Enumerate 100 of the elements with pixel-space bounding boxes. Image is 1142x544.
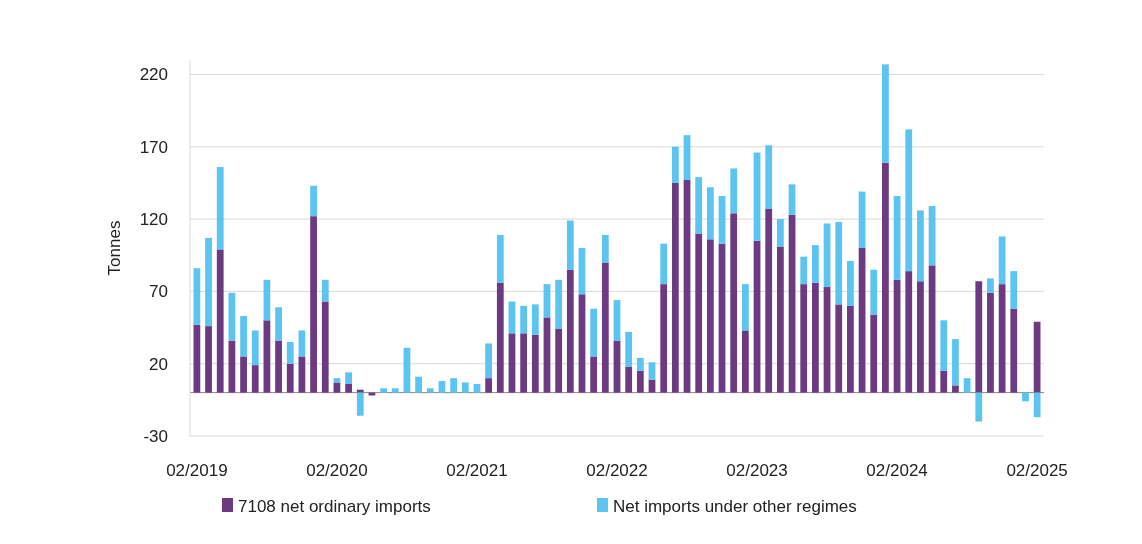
bar bbox=[671, 182, 679, 393]
bar bbox=[648, 362, 656, 380]
y-tick-label: 170 bbox=[139, 137, 168, 157]
bar bbox=[788, 184, 796, 215]
x-tick-label: 02/2022 bbox=[586, 461, 648, 480]
bar bbox=[601, 234, 609, 263]
bar bbox=[706, 239, 714, 393]
bar bbox=[730, 168, 738, 214]
bar bbox=[1010, 271, 1018, 309]
bar bbox=[356, 389, 364, 393]
bar bbox=[333, 382, 341, 393]
bar bbox=[496, 282, 504, 393]
x-tick-label: 02/2021 bbox=[446, 461, 508, 480]
bar bbox=[695, 177, 703, 234]
bar bbox=[940, 320, 948, 371]
bar bbox=[847, 305, 854, 393]
legend-label: 7108 net ordinary imports bbox=[238, 496, 431, 516]
bar bbox=[286, 342, 294, 364]
y-tick-label: -30 bbox=[143, 426, 168, 446]
bar bbox=[800, 284, 808, 393]
bar bbox=[450, 378, 458, 393]
bar bbox=[601, 262, 609, 393]
bar bbox=[835, 221, 843, 305]
y-tick-label: 20 bbox=[149, 354, 168, 374]
x-tick-label: 02/2023 bbox=[726, 461, 788, 480]
bar bbox=[286, 363, 294, 393]
bar bbox=[543, 317, 551, 393]
bar bbox=[952, 385, 959, 393]
bar bbox=[613, 300, 621, 341]
bar bbox=[263, 320, 271, 393]
bar bbox=[800, 256, 808, 285]
y-tick-label: 220 bbox=[139, 65, 168, 85]
bar bbox=[625, 331, 633, 367]
bar bbox=[975, 281, 983, 393]
bar bbox=[531, 304, 539, 335]
bar bbox=[368, 392, 376, 396]
bar bbox=[555, 279, 563, 329]
bar bbox=[917, 210, 924, 282]
bar bbox=[660, 284, 668, 393]
bar bbox=[520, 333, 528, 393]
bar bbox=[520, 305, 528, 334]
y-axis-title: Tonnes bbox=[105, 220, 124, 276]
bar bbox=[310, 216, 317, 393]
bar bbox=[660, 243, 668, 285]
bar bbox=[251, 330, 259, 366]
bar bbox=[812, 282, 819, 393]
bar bbox=[426, 388, 434, 393]
bar bbox=[882, 162, 889, 393]
bar bbox=[917, 281, 924, 393]
bar bbox=[438, 381, 446, 393]
bar bbox=[240, 356, 247, 393]
bar bbox=[776, 246, 784, 393]
x-tick-label: 02/2019 bbox=[166, 461, 228, 480]
bar bbox=[461, 382, 469, 393]
bar bbox=[1010, 308, 1018, 393]
bar bbox=[298, 356, 306, 393]
bar bbox=[741, 330, 749, 393]
bar bbox=[345, 372, 352, 384]
x-tick-label: 02/2025 bbox=[1006, 461, 1068, 480]
bar bbox=[776, 219, 784, 247]
bar bbox=[695, 233, 703, 393]
bar bbox=[847, 261, 854, 306]
bar bbox=[321, 301, 329, 393]
bar bbox=[205, 237, 212, 327]
bar bbox=[706, 187, 714, 240]
x-tick-label: 02/2020 bbox=[306, 461, 368, 480]
bar bbox=[473, 383, 481, 393]
bar bbox=[391, 388, 399, 393]
bar bbox=[240, 315, 247, 357]
bar bbox=[636, 370, 644, 393]
bar bbox=[812, 245, 819, 283]
bar bbox=[275, 340, 282, 393]
bar bbox=[310, 185, 317, 217]
bar bbox=[882, 64, 889, 163]
y-tick-label: 120 bbox=[139, 210, 168, 230]
bar bbox=[216, 249, 224, 393]
bar bbox=[590, 308, 598, 357]
bar bbox=[216, 167, 224, 250]
bar bbox=[963, 378, 971, 393]
bar bbox=[975, 392, 983, 422]
bar bbox=[496, 234, 504, 283]
bar bbox=[566, 220, 574, 270]
bar bbox=[741, 284, 749, 331]
bar bbox=[251, 365, 259, 393]
bar bbox=[905, 129, 913, 272]
bar bbox=[940, 370, 948, 393]
bar bbox=[987, 278, 994, 293]
bar bbox=[531, 334, 539, 393]
bar bbox=[275, 307, 282, 341]
bar bbox=[730, 213, 738, 393]
bar bbox=[835, 304, 843, 393]
bar bbox=[380, 388, 387, 393]
bar bbox=[625, 366, 633, 393]
bar bbox=[590, 356, 598, 393]
bar bbox=[193, 268, 201, 325]
bar bbox=[765, 208, 773, 393]
bar bbox=[485, 343, 493, 379]
bar bbox=[952, 339, 959, 386]
bar bbox=[415, 376, 422, 393]
bar bbox=[566, 269, 574, 393]
